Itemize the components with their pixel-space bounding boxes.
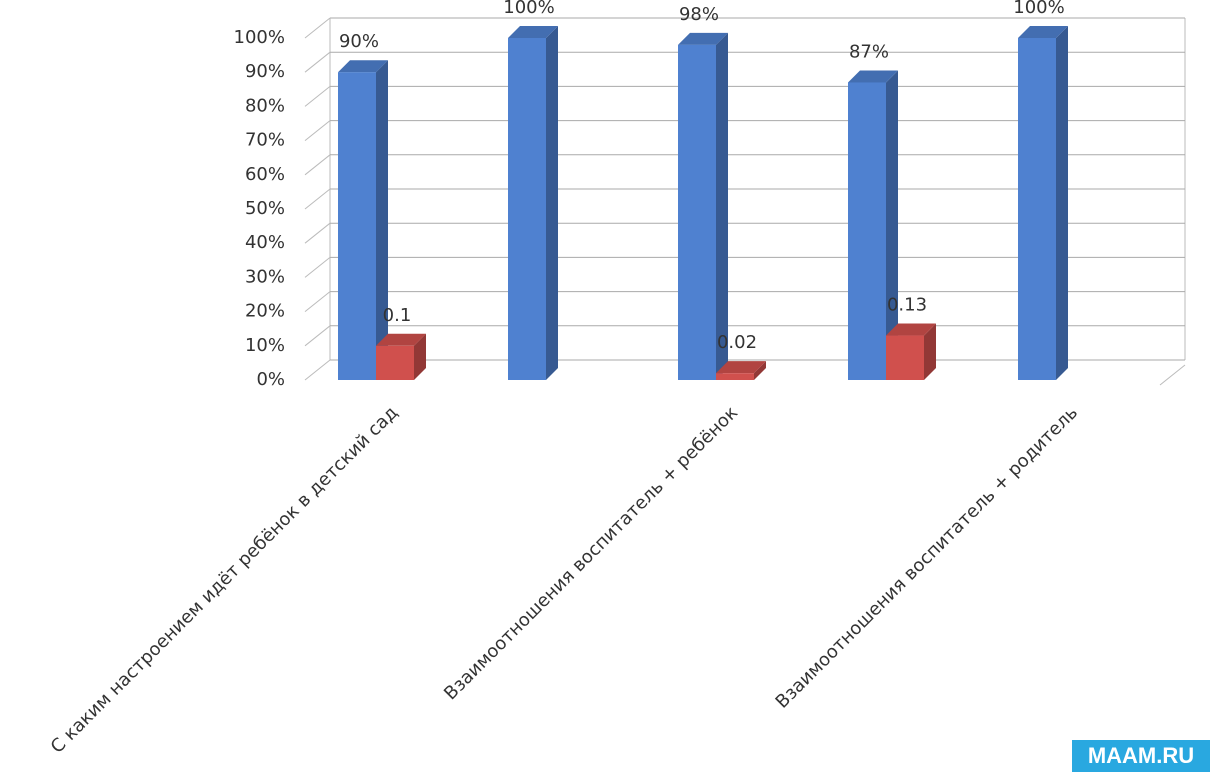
grid-diag	[304, 257, 331, 278]
bar	[376, 345, 414, 380]
grid-diag	[304, 120, 331, 141]
bar	[1018, 38, 1056, 380]
y-tick-label: 20%	[245, 301, 285, 322]
data-label: 0.13	[887, 295, 927, 316]
x-tick-label: С каким настроением идёт ребёнок в детск…	[47, 402, 402, 757]
y-tick-label: 90%	[245, 61, 285, 82]
y-tick-label: 50%	[245, 198, 285, 219]
bar-side	[1056, 26, 1068, 380]
grid-diag	[304, 325, 331, 347]
bar-side	[886, 70, 898, 381]
data-label: 87%	[849, 41, 889, 62]
floor-edge	[1159, 364, 1186, 386]
bar	[678, 44, 716, 381]
x-tick-label: Взаимоотношения воспитатель + родитель	[772, 402, 1082, 712]
data-label: 100%	[503, 0, 554, 18]
y-tick-label: 70%	[245, 130, 285, 151]
y-tick-label: 100%	[234, 27, 285, 48]
bar-side	[924, 323, 936, 380]
data-label: 0.1	[383, 305, 412, 326]
bar-side	[376, 60, 388, 380]
grid-diag	[304, 188, 331, 210]
bar-side	[414, 333, 426, 380]
bar	[716, 373, 754, 380]
data-label: 90%	[339, 31, 379, 52]
grid-diag	[304, 222, 331, 244]
bar	[848, 82, 886, 381]
bar-top	[1018, 26, 1068, 38]
grid-diag	[304, 51, 331, 73]
bar-side	[754, 361, 766, 380]
bar	[338, 72, 376, 380]
bar-top	[508, 26, 558, 38]
bar	[886, 335, 924, 380]
bar-top	[848, 70, 898, 83]
bar-side	[716, 32, 728, 381]
data-label: 98%	[679, 4, 719, 25]
x-tick-label: Взаимоотношения воспитатель + ребёнок	[440, 402, 742, 704]
y-tick-label: 40%	[245, 232, 285, 253]
bar-top	[886, 323, 936, 336]
data-label: 100%	[1013, 0, 1064, 18]
bar	[508, 38, 546, 380]
grid-diag	[304, 359, 331, 381]
bar-top	[338, 60, 388, 73]
grid-diag	[304, 17, 331, 39]
bar-top	[678, 32, 728, 45]
bar-side	[546, 26, 558, 380]
data-label: 0.02	[717, 332, 757, 353]
grid-diag	[304, 154, 331, 176]
y-tick-label: 0%	[256, 369, 285, 390]
bar-top	[376, 333, 426, 346]
y-tick-label: 30%	[245, 266, 285, 287]
bar-top	[716, 361, 766, 374]
y-tick-label: 60%	[245, 164, 285, 185]
watermark: MAAM.RU	[1072, 740, 1210, 772]
grid-diag	[304, 291, 331, 312]
grid-diag	[304, 86, 331, 107]
y-tick-label: 10%	[245, 335, 285, 356]
y-tick-label: 80%	[245, 95, 285, 116]
